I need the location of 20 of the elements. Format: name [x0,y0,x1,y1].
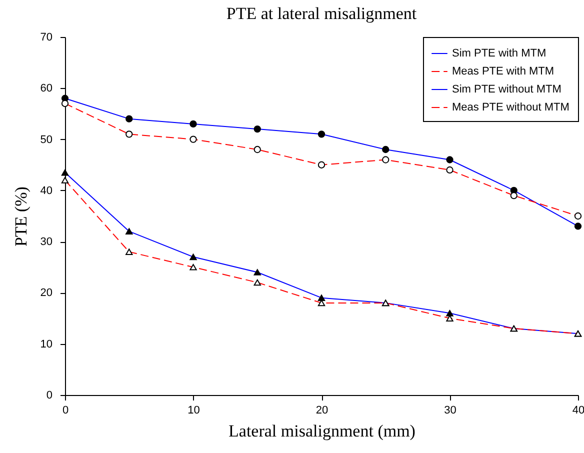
x-tick-label: 20 [316,404,328,416]
y-tick-label: 30 [40,236,52,248]
x-tick-label: 0 [62,404,69,416]
chart-title: PTE at lateral misalignment [226,4,417,23]
y-tick-label: 60 [40,82,52,95]
legend-label: Meas PTE with MTM [452,66,554,78]
y-tick-label: 10 [40,338,52,350]
y-axis-title: PTE (%) [11,186,30,246]
x-tick-label: 10 [188,404,200,416]
y-tick-label: 40 [40,184,52,197]
y-tick-label: 50 [40,134,52,146]
x-axis-title: Lateral misalignment (mm) [228,422,416,440]
x-tick-label: 40 [572,404,584,416]
legend-label: Meas PTE without MTM [452,102,570,114]
x-tick-label: 30 [444,404,456,416]
y-tick-label: 70 [40,32,52,44]
y-tick-label: 0 [46,390,52,402]
y-tick-label: 20 [40,287,52,300]
legend-label: Sim PTE with MTM [452,48,546,60]
legend-label: Sim PTE without MTM [452,84,562,96]
